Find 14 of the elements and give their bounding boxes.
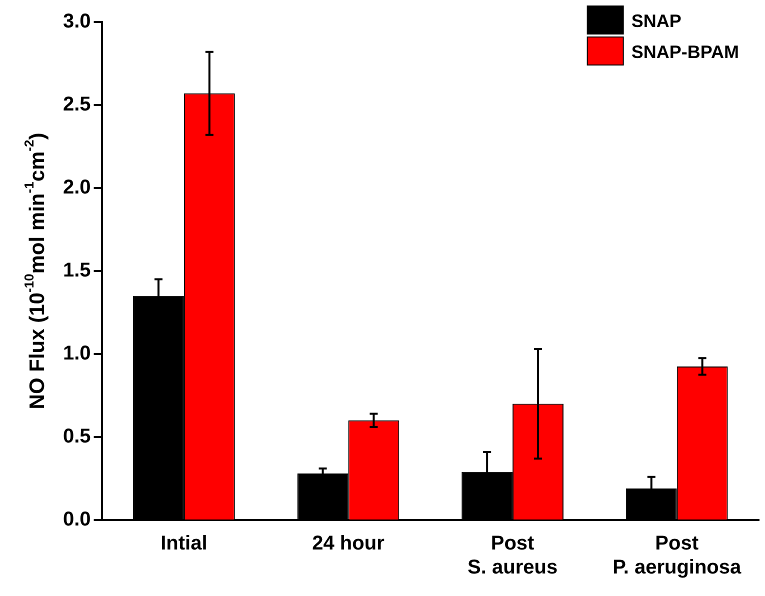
y-axis-title: NO Flux (10-10mol min-1cm-2) <box>22 132 49 410</box>
x-tick-label: Post S. aureus <box>468 532 558 579</box>
y-tick-label: 1.5 <box>62 260 91 282</box>
legend-label: SNAP <box>631 10 682 31</box>
y-tick-label: 0.5 <box>62 426 91 448</box>
y-tick-label: 1.0 <box>62 342 91 365</box>
y-tick-label: 0.0 <box>62 508 91 531</box>
x-tick-label: Intial <box>160 532 208 555</box>
y-tick-label: 2.0 <box>62 176 91 199</box>
x-tick-label: 24 hour <box>312 532 385 555</box>
legend-label: SNAP-BPAM <box>631 42 740 62</box>
y-tick-label: 2.5 <box>62 94 91 116</box>
x-tick-label: Post P. aeruginosa <box>612 532 742 579</box>
y-tick-label: 3.0 <box>62 10 91 33</box>
